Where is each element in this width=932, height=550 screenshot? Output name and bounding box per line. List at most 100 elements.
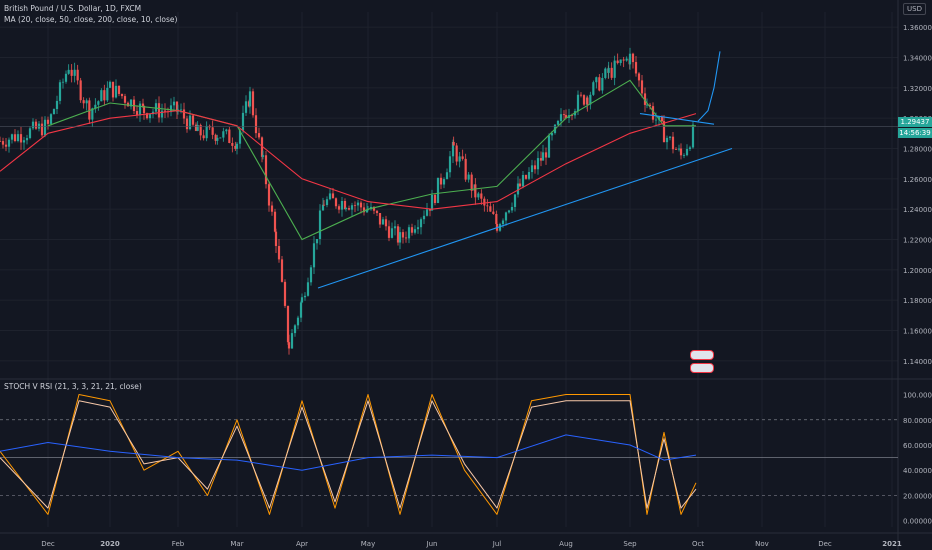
candle-body — [182, 109, 186, 119]
candle-body — [601, 77, 604, 91]
candle-body — [416, 227, 420, 230]
candle-body — [527, 172, 531, 179]
candle-body — [483, 198, 486, 206]
candle-body — [274, 231, 278, 247]
candle-body — [396, 226, 400, 243]
candle-body — [337, 206, 341, 210]
time-tick-label: Feb — [172, 540, 185, 548]
candle-body — [194, 124, 198, 131]
candle-body — [97, 101, 100, 105]
candle-body — [495, 213, 498, 224]
time-tick-label: Sep — [623, 540, 637, 548]
candle-body — [328, 193, 332, 200]
candle-body — [202, 135, 205, 139]
candle-body — [480, 193, 483, 199]
time-tick-label: Jul — [492, 540, 502, 548]
candle-body — [94, 104, 97, 109]
candle-body — [260, 137, 264, 157]
candle-body — [474, 184, 477, 198]
candle-body — [592, 82, 595, 95]
event-markers[interactable] — [690, 350, 714, 376]
candle-body — [677, 148, 681, 150]
candle-body — [413, 229, 417, 233]
candle-body — [436, 177, 440, 204]
candle-body — [347, 208, 351, 210]
candle-body — [138, 103, 142, 115]
event-marker[interactable] — [690, 350, 714, 360]
candle-body — [665, 137, 669, 143]
candle-body — [286, 305, 290, 343]
main-title: British Pound / U.S. Dollar, 1D, FXCM — [4, 4, 142, 13]
candle-body — [452, 141, 455, 146]
candle-body — [393, 226, 397, 229]
candle-body — [117, 85, 121, 94]
candle-body — [64, 73, 68, 82]
candle-body — [141, 103, 145, 106]
candle-body — [157, 103, 161, 118]
candle-body — [648, 104, 652, 107]
candle-body — [257, 133, 261, 138]
candle-body — [91, 108, 94, 120]
candle-body — [586, 97, 589, 105]
candle-body — [196, 124, 199, 131]
candle-body — [40, 123, 44, 136]
candle-body — [315, 239, 319, 244]
candle-body — [589, 94, 592, 105]
candle-body — [356, 202, 360, 206]
candle-body — [467, 174, 470, 180]
event-marker[interactable] — [690, 363, 714, 373]
candle-body — [4, 144, 8, 147]
candle-body — [142, 105, 146, 114]
candle-body — [637, 73, 641, 81]
candle-body — [13, 134, 17, 141]
candle-body — [322, 204, 326, 206]
support-trendline — [317, 147, 733, 289]
candle-body — [205, 125, 208, 139]
candle-body — [88, 100, 91, 120]
candle-body — [154, 103, 158, 112]
candle-body — [67, 69, 70, 74]
candle-body — [510, 206, 514, 211]
candle-body — [188, 115, 192, 130]
candle-body — [439, 177, 443, 185]
candle-body — [16, 134, 20, 141]
candle-body — [169, 105, 173, 113]
candle-body — [489, 206, 492, 212]
candle-body — [407, 227, 411, 239]
candle-body — [145, 113, 149, 119]
candle-body — [135, 111, 139, 115]
candle-body — [222, 131, 225, 138]
candle-body — [79, 80, 82, 101]
candle-body — [238, 130, 242, 144]
candle-body — [419, 219, 423, 228]
candle-body — [619, 59, 622, 64]
candle-body — [280, 259, 284, 282]
candle-body — [52, 109, 56, 115]
candle-body — [691, 124, 695, 148]
candle-body — [359, 202, 363, 208]
candle-body — [428, 209, 432, 211]
candle-body — [123, 96, 127, 103]
candle-body — [234, 145, 237, 149]
candle-body — [241, 112, 245, 131]
candle-body — [334, 198, 338, 207]
candle-body — [598, 77, 601, 91]
candle-body — [270, 205, 274, 212]
candle-body — [422, 215, 426, 220]
currency-label[interactable]: USD — [903, 3, 926, 15]
candle-body — [219, 137, 222, 139]
oscillator-tick-label: 100.00000 — [903, 392, 932, 400]
candle-body — [492, 211, 495, 214]
candle-body — [486, 205, 489, 207]
candle-body — [381, 219, 385, 225]
candle-body — [312, 243, 316, 268]
candle-body — [251, 91, 255, 116]
candle-body — [625, 58, 628, 61]
candle-body — [10, 134, 14, 140]
candle-body — [321, 204, 325, 211]
time-tick-label: Dec — [818, 540, 832, 548]
candle-body — [662, 121, 666, 143]
candle-body — [643, 93, 647, 105]
candle-body — [179, 109, 183, 111]
